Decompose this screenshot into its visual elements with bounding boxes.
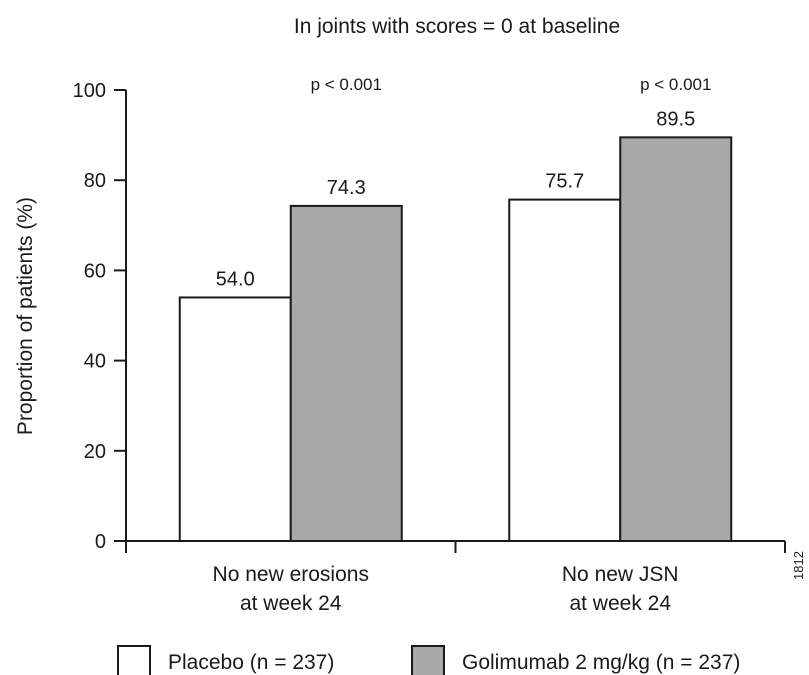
y-axis-label: Proportion of patients (%) [14, 197, 37, 435]
bar-value-label: 89.5 [656, 108, 695, 130]
y-tick-label: 20 [84, 441, 106, 463]
y-tick-label: 0 [95, 531, 106, 553]
legend-swatch [117, 645, 151, 675]
legend-swatch [411, 645, 445, 675]
p-value-annotation: p < 0.001 [640, 75, 711, 94]
x-category-label: No new JSN [562, 563, 679, 586]
legend: Placebo (n = 237) Golimumab 2 mg/kg (n = … [117, 645, 740, 675]
y-tick-label: 60 [84, 260, 106, 282]
x-category-label: No new erosions [213, 563, 369, 586]
bar [508, 198, 622, 543]
bar-value-label: 74.3 [327, 177, 366, 199]
legend-label: Golimumab 2 mg/kg (n = 237) [462, 651, 740, 674]
p-value-annotation: p < 0.001 [311, 75, 382, 94]
legend-label: Placebo (n = 237) [168, 651, 334, 674]
x-category-label: at week 24 [240, 592, 342, 615]
x-category-label: at week 24 [569, 592, 671, 615]
y-tick-label: 100 [73, 80, 106, 102]
side-code-label: 1812 [791, 551, 806, 580]
bar [178, 296, 292, 542]
y-tick-label: 80 [84, 170, 106, 192]
bar-value-label: 54.0 [216, 268, 255, 290]
bar [289, 204, 403, 542]
bar-value-label: 75.7 [545, 171, 584, 193]
bars: 54.0 74.3 p < 0.001 75.7 89.5 p < 0.001 [178, 75, 733, 543]
y-tick-label: 40 [84, 351, 106, 373]
chart-title: In joints with scores = 0 at baseline [294, 15, 620, 38]
bar [619, 136, 733, 542]
